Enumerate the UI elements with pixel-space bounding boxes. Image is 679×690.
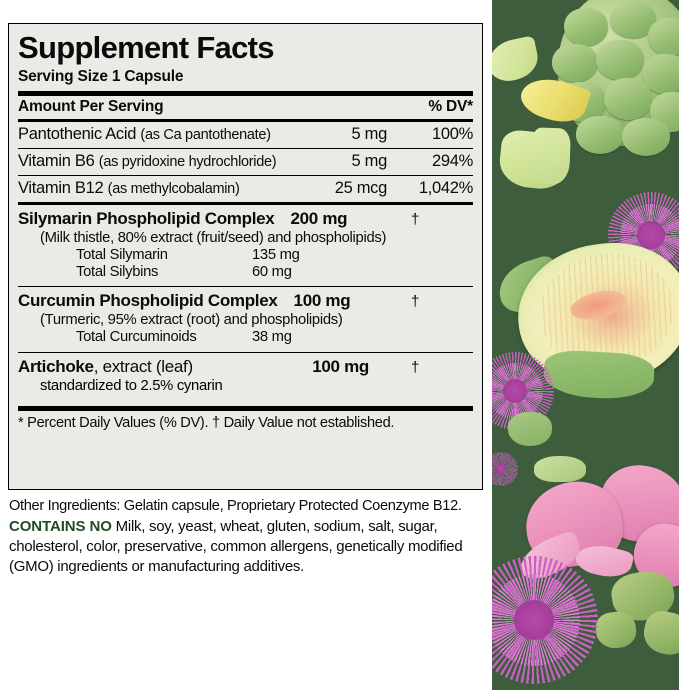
contains-no-prefix: CONTAINS NO [9, 518, 112, 535]
thistle-core [513, 599, 555, 641]
blend-dv: † [411, 210, 420, 228]
blend-amount: 100 mg [293, 290, 351, 310]
turmeric-bud [534, 456, 586, 482]
blend-detail-row: Total Silymarin 135 mg [18, 246, 473, 263]
divider-thick-bottom [18, 405, 473, 411]
label-text-column: Supplement Facts Serving Size 1 Capsule … [8, 23, 487, 577]
detail-name: Total Curcuminoids [76, 328, 197, 345]
table-header-row: Amount Per Serving % DV* [18, 96, 473, 119]
nutrient-amount: 5 mg [351, 151, 388, 170]
other-ingredients: Other Ingredients: Gelatin capsule, Prop… [9, 498, 462, 514]
serving-size: Serving Size 1 Capsule [18, 67, 184, 85]
artichoke-name: Artichoke, extract (leaf) [18, 356, 193, 376]
contains-no-text: Milk, soy, yeast, wheat, gluten, sodium,… [9, 518, 463, 575]
nutrient-source: (as methylcobalamin) [107, 180, 240, 197]
artichoke-scale [604, 78, 652, 120]
nutrient-name: Vitamin B12 (as methylcobalamin) [18, 178, 240, 197]
table-row: Vitamin B12 (as methylcobalamin) 25 mcg … [18, 176, 473, 202]
amount-per-serving-header: Amount Per Serving [18, 97, 164, 115]
artichoke-dv: † [411, 358, 420, 376]
thistle-base [508, 412, 552, 446]
footnote: * Percent Daily Values (% DV). † Daily V… [18, 414, 395, 431]
detail-name: Total Silymarin [76, 246, 168, 263]
nutrient-source: (as Ca pantothenate) [140, 126, 271, 143]
divider-under-header [18, 118, 473, 122]
nutrient-amount: 25 mcg [334, 178, 388, 197]
artichoke-row: Artichoke, extract (leaf) 100 mg † [18, 353, 473, 377]
blend-description: (Turmeric, 95% extract (root) and phosph… [40, 311, 343, 328]
artichoke-leaf [542, 349, 656, 401]
artichoke-scale [552, 44, 598, 82]
thistle-core [637, 221, 665, 249]
blend-name: Silymarin Phospholipid Complex [18, 208, 275, 228]
nutrient-source: (as pyridoxine hydrochloride) [98, 153, 277, 170]
blend-detail-row: Total Silybins 60 mg [18, 263, 473, 280]
nutrient-name: Pantothenic Acid (as Ca pantothenate) [18, 124, 271, 143]
detail-amount: 60 mg [252, 263, 292, 280]
divider-row [18, 147, 473, 149]
divider-row [18, 174, 473, 176]
percent-dv-header: % DV* [428, 97, 473, 115]
nutrient-dv: 100% [431, 124, 473, 143]
artichoke-description: standardized to 2.5% cynarin [40, 377, 223, 394]
nutrient-name: Vitamin B6 (as pyridoxine hydrochloride) [18, 151, 277, 170]
blend-name: Curcumin Phospholipid Complex [18, 290, 278, 310]
detail-amount: 135 mg [252, 246, 300, 263]
contains-no-statement: CONTAINS NO Milk, soy, yeast, wheat, glu… [9, 517, 487, 577]
artichoke-petal [492, 35, 542, 85]
divider-before-blends [18, 201, 473, 205]
blend-heading-row: Curcumin Phospholipid Complex 100 mg † [18, 287, 473, 311]
detail-amount: 38 mg [252, 328, 292, 345]
divider-row [18, 285, 473, 287]
artichoke-scale [576, 116, 624, 154]
milk-thistle-flower [492, 556, 598, 684]
botanical-photo [492, 0, 679, 690]
table-row: Pantothenic Acid (as Ca pantothenate) 5 … [18, 122, 473, 148]
detail-name: Total Silybins [76, 263, 159, 280]
thistle-core [495, 463, 507, 475]
blend-dv: † [411, 292, 420, 310]
artichoke-petal [531, 127, 571, 185]
artichoke-amount: 100 mg [312, 356, 369, 376]
nutrient-amount: 5 mg [351, 124, 388, 143]
table-row: Vitamin B6 (as pyridoxine hydrochloride)… [18, 149, 473, 175]
artichoke-scale [596, 40, 644, 80]
supplement-facts-panel: Supplement Facts Serving Size 1 Capsule … [8, 23, 483, 490]
milk-thistle-flower [492, 452, 518, 486]
nutrient-dv: 294% [431, 151, 473, 170]
blend-description: (Milk thistle, 80% extract (fruit/seed) … [40, 229, 387, 246]
nutrient-dv: 1,042% [418, 178, 473, 197]
blend-heading-row: Silymarin Phospholipid Complex 200 mg † [18, 205, 473, 229]
page-title: Supplement Facts [18, 30, 274, 65]
divider-row [18, 351, 473, 353]
artichoke-scale [622, 118, 670, 156]
thistle-core [502, 378, 528, 404]
divider-thick-top [18, 90, 473, 96]
artichoke-scale [564, 8, 608, 46]
blend-detail-row: Total Curcuminoids 38 mg [18, 328, 473, 345]
blend-amount: 200 mg [290, 208, 348, 228]
artichoke-scale [648, 18, 679, 56]
